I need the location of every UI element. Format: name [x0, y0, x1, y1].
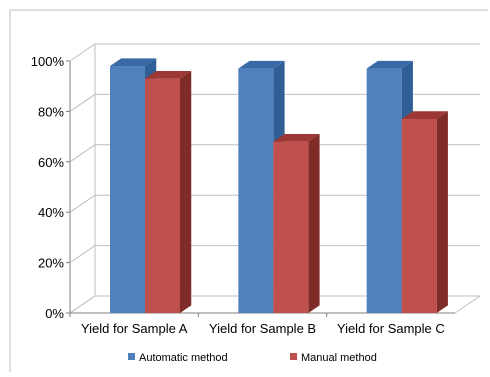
bar-front	[145, 78, 180, 313]
y-tick-label: 40%	[38, 205, 64, 220]
y-tick-label: 20%	[38, 256, 64, 271]
x-tick-label: Yield for Sample C	[337, 321, 445, 336]
gridline	[69, 295, 480, 314]
bar-manual-method-3	[401, 111, 448, 314]
bar-top	[273, 133, 320, 142]
legend-label: Automatic method	[139, 352, 228, 364]
bar-manual-method-1	[145, 70, 192, 314]
bar-top	[366, 60, 413, 69]
bar-front	[273, 141, 309, 313]
legend: Automatic method Manual method	[128, 352, 377, 364]
bar-top	[145, 70, 192, 79]
y-axis-ticks: 0% 20% 40% 60% 80% 100%	[31, 54, 65, 321]
gridline	[69, 144, 480, 163]
gridline	[69, 194, 480, 213]
bar-top	[401, 111, 448, 119]
bar-front	[110, 66, 145, 313]
bar-front	[238, 68, 274, 313]
bar-top	[238, 60, 285, 69]
bar-front	[401, 118, 437, 314]
bar-manual-method-2	[273, 133, 320, 313]
bar-side	[180, 70, 192, 314]
gridline	[69, 93, 480, 112]
x-tick-label: Yield for Sample B	[209, 321, 316, 336]
bar-top	[110, 58, 157, 67]
bar-side	[436, 111, 448, 313]
gridlines	[66, 43, 480, 314]
y-tick-label: 0%	[45, 306, 64, 321]
x-axis-labels: Yield for Sample A Yield for Sample B Yiel…	[69, 313, 445, 336]
legend-swatch	[290, 353, 297, 360]
legend-label: Manual method	[301, 352, 377, 364]
gridline	[69, 43, 480, 62]
bar-front	[366, 68, 402, 313]
y-tick-label: 60%	[38, 155, 64, 170]
floor-right-edge	[454, 295, 481, 314]
gridline	[69, 245, 480, 264]
bars	[110, 58, 448, 314]
y-tick-label: 100%	[31, 54, 65, 69]
legend-swatch	[128, 353, 135, 360]
y-tick-label: 80%	[38, 104, 64, 119]
bar-side	[308, 133, 320, 313]
x-tick-label: Yield for Sample A	[81, 321, 188, 336]
